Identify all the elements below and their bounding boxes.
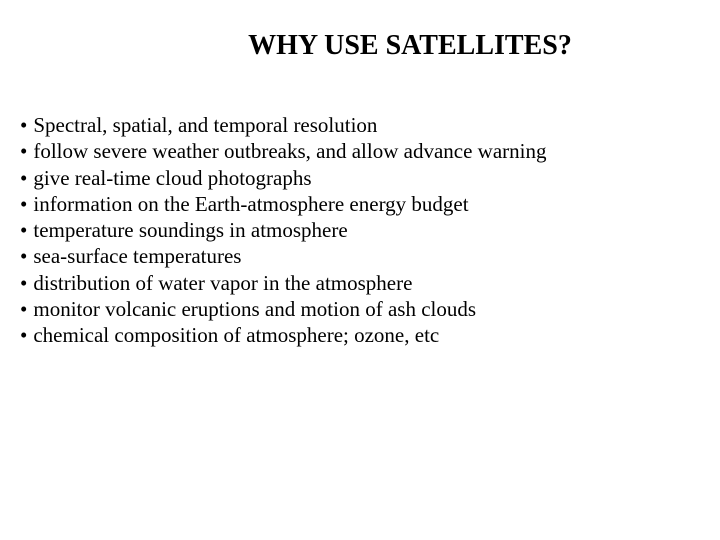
bullet-item: • sea-surface temperatures [20, 243, 700, 269]
bullet-text: give real-time cloud photographs [33, 165, 311, 191]
bullet-item: • follow severe weather outbreaks, and a… [20, 138, 700, 164]
bullet-marker-icon: • [20, 322, 27, 348]
bullet-marker-icon: • [20, 296, 27, 322]
bullet-marker-icon: • [20, 112, 27, 138]
bullet-item: • chemical composition of atmosphere; oz… [20, 322, 700, 348]
bullet-item: • information on the Earth-atmosphere en… [20, 191, 700, 217]
bullet-marker-icon: • [20, 270, 27, 296]
bullet-text: temperature soundings in atmosphere [33, 217, 347, 243]
slide-title: WHY USE SATELLITES? [120, 30, 700, 62]
bullet-item: • Spectral, spatial, and temporal resolu… [20, 112, 700, 138]
bullet-marker-icon: • [20, 191, 27, 217]
bullet-item: • give real-time cloud photographs [20, 165, 700, 191]
bullet-text: Spectral, spatial, and temporal resoluti… [33, 112, 377, 138]
bullet-text: monitor volcanic eruptions and motion of… [33, 296, 476, 322]
bullet-marker-icon: • [20, 165, 27, 191]
bullet-text: information on the Earth-atmosphere ener… [33, 191, 468, 217]
bullet-marker-icon: • [20, 217, 27, 243]
bullet-text: sea-surface temperatures [33, 243, 241, 269]
bullet-text: chemical composition of atmosphere; ozon… [33, 322, 439, 348]
bullet-marker-icon: • [20, 138, 27, 164]
bullet-item: • temperature soundings in atmosphere [20, 217, 700, 243]
bullet-item: • monitor volcanic eruptions and motion … [20, 296, 700, 322]
bullet-text: follow severe weather outbreaks, and all… [33, 138, 546, 164]
bullet-marker-icon: • [20, 243, 27, 269]
bullet-text: distribution of water vapor in the atmos… [33, 270, 412, 296]
bullet-list: • Spectral, spatial, and temporal resolu… [20, 112, 700, 348]
bullet-item: • distribution of water vapor in the atm… [20, 270, 700, 296]
